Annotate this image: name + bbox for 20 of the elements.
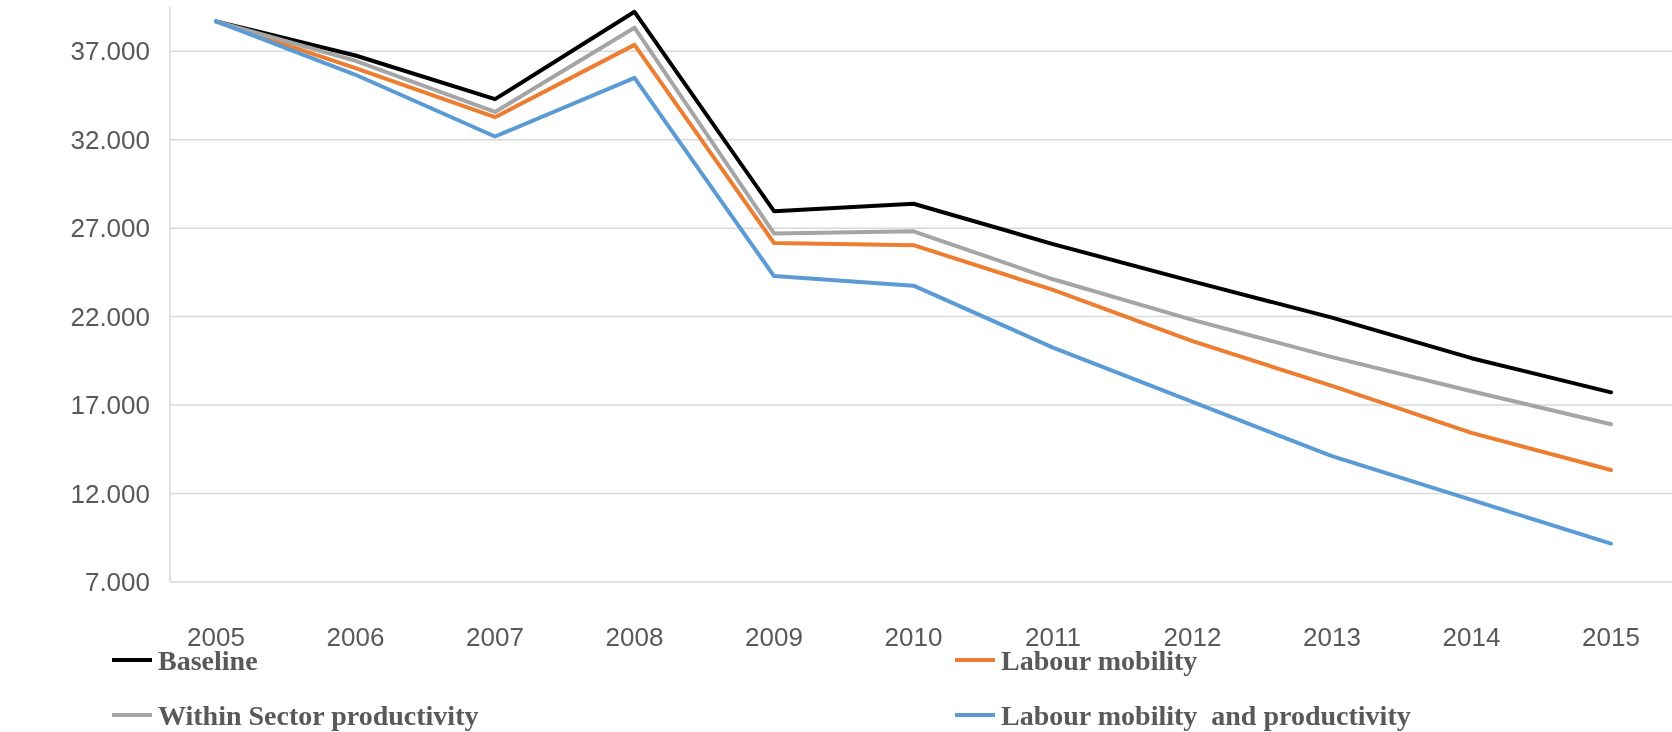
y-tick-label: 12.000 [70, 478, 150, 509]
x-tick-label: 2014 [1442, 622, 1501, 652]
x-tick-label: 2009 [745, 622, 803, 652]
x-tick-label: 2005 [187, 622, 245, 652]
x-tick-label: 2012 [1163, 622, 1222, 652]
x-tick-label: 2008 [605, 622, 664, 652]
y-tick-label: 32.000 [70, 124, 150, 155]
y-tick-label: 22.000 [70, 301, 150, 332]
y-tick-label: 27.000 [70, 213, 150, 244]
x-tick-label: 2013 [1303, 622, 1361, 652]
x-tick-label: 2015 [1582, 622, 1640, 652]
legend-label: Within Sector productivity [158, 699, 479, 731]
x-tick-label: 2006 [326, 622, 385, 652]
legend-label: Labour mobility and productivity [1001, 699, 1411, 731]
x-tick-label: 2010 [884, 622, 943, 652]
y-tick-label: 17.000 [70, 390, 150, 421]
y-tick-label: 37.000 [70, 36, 150, 67]
x-tick-label: 2011 [1025, 622, 1081, 652]
x-tick-label: 2007 [466, 622, 524, 652]
y-tick-label: 7.000 [84, 567, 150, 598]
